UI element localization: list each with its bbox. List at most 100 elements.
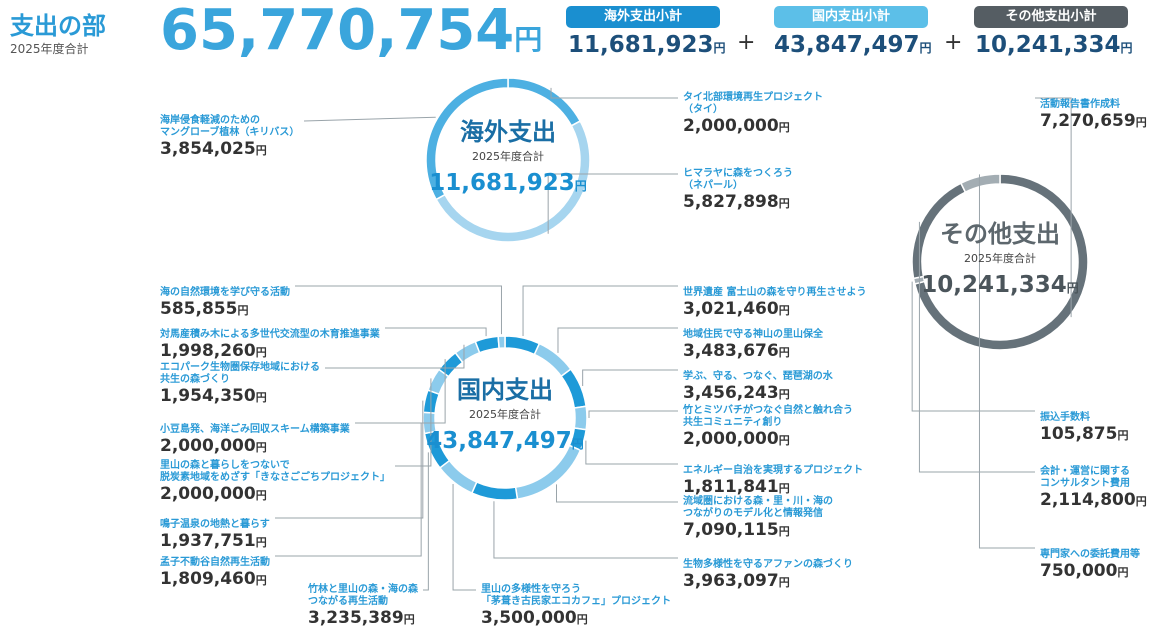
donut-subtitle: 2025年度合計 <box>472 150 544 163</box>
segment-label: 地域住民で守る神山の里山保全 3,483,676円 <box>683 322 823 363</box>
donut-segment <box>504 335 541 356</box>
donut-total: 11,681,923円 <box>429 170 587 196</box>
segment-category: 里山の多様性を守ろう 「茅葺き古民家エコカフェ」プロジェクト <box>481 584 671 607</box>
unit: 円 <box>778 576 790 589</box>
leader-line <box>911 281 1035 412</box>
unit: 円 <box>255 441 267 454</box>
segment-label: 学ぶ、守る、つなぐ、琵琶湖の水 3,456,243円 <box>683 364 833 405</box>
segment-amount: 1,809,460円 <box>160 569 270 591</box>
segment-category: 海の自然環境を学び守る活動 <box>160 287 290 298</box>
leader-line <box>585 440 678 465</box>
grand-total: 65,770,754円 <box>160 0 542 63</box>
segment-category: 里山の森と暮らしをつないで 脱炭素地域をめざす「きなさごごちプロジェクト」 <box>160 460 390 483</box>
unit: 円 <box>1120 41 1133 55</box>
segment-category: 対馬産積み木による多世代交流型の木育推進事業 <box>160 329 380 340</box>
unit: 円 <box>237 304 249 317</box>
segment-category: 専門家への委託費用等 <box>1040 549 1140 560</box>
unit: 円 <box>255 144 267 157</box>
segment-category: 生物多様性を守るアファンの森づくり <box>683 559 853 570</box>
donut-subtitle: 2025年度合計 <box>469 408 541 421</box>
unit: 円 <box>778 434 790 447</box>
segment-category: 流域圏における森・里・川・海の つながりのモデル化と情報発信 <box>683 496 833 519</box>
donut-total-value: 43,847,497 <box>426 428 572 454</box>
segment-value: 2,000,000 <box>160 484 256 504</box>
segment-label: 活動報告書作成料 7,270,659円 <box>1040 92 1147 133</box>
subtotal-amount: 10,241,334 <box>975 32 1121 58</box>
segment-amount: 1,811,841円 <box>683 477 863 499</box>
segment-category: 小豆島発、海洋ごみ回収スキーム構築事業 <box>160 424 350 435</box>
leader-line <box>355 359 446 424</box>
leader-line <box>918 221 1035 473</box>
segment-label: 専門家への委託費用等 750,000円 <box>1040 542 1140 583</box>
unit: 円 <box>255 346 267 359</box>
donut-title: 海外支出 <box>460 118 556 146</box>
segment-category: 地域住民で守る神山の里山保全 <box>683 329 823 340</box>
segment-value: 3,963,097 <box>683 571 779 591</box>
segment-category: エコパーク生物圏保存地域における 共生の森づくり <box>160 362 320 385</box>
donut-segment <box>425 77 509 201</box>
segment-amount: 1,954,350円 <box>160 386 320 408</box>
grand-total-value: 65,770,754 <box>160 0 515 63</box>
segment-value: 5,827,898 <box>683 192 779 212</box>
segment-category: 竹林と里山の森・海の森 つながる再生活動 <box>308 584 418 607</box>
segment-label: 里山の多様性を守ろう 「茅葺き古民家エコカフェ」プロジェクト 3,500,000円 <box>481 584 671 630</box>
segment-amount: 3,483,676円 <box>683 341 823 363</box>
donut-segment <box>474 335 500 354</box>
segment-category: エネルギー自治を実現するプロジェクト <box>683 465 863 476</box>
leader-line <box>452 484 476 591</box>
unit: 円 <box>1066 281 1079 295</box>
leader-line <box>547 173 678 234</box>
segment-value: 2,000,000 <box>160 436 256 456</box>
segment-label: 里山の森と暮らしをつないで 脱炭素地域をめざす「きなさごごちプロジェクト」 2,0… <box>160 460 390 506</box>
segment-category: 学ぶ、守る、つなぐ、琵琶湖の水 <box>683 371 833 382</box>
leader-line <box>423 452 429 591</box>
donut-total: 43,847,497円 <box>426 428 584 454</box>
segment-category: 竹とミツバチがつなぐ自然と触れ合う 共生コミュニティ創り <box>683 405 853 428</box>
segment-amount: 2,000,000円 <box>683 116 823 138</box>
subtotal-value: 10,241,334円 <box>975 32 1133 58</box>
subtotal-label: 国内支出小計 <box>774 6 928 28</box>
unit: 円 <box>778 121 790 134</box>
subtotal-label: その他支出小計 <box>974 6 1128 28</box>
segment-label: エネルギー自治を実現するプロジェクト 1,811,841円 <box>683 458 863 499</box>
leader-line <box>303 116 436 122</box>
leader-line <box>1035 97 1072 318</box>
donut-segment <box>497 335 506 350</box>
leader-line <box>557 327 678 353</box>
segment-category: 鳴子温泉の地熱と暮らす <box>160 519 270 530</box>
leader-line <box>325 344 465 369</box>
leader-line <box>550 87 678 99</box>
donut-title: 国内支出 <box>457 376 553 404</box>
segment-value: 3,483,676 <box>683 341 779 361</box>
unit: 円 <box>255 536 267 549</box>
segment-label: 小豆島発、海洋ごみ回収スキーム構築事業 2,000,000円 <box>160 417 350 458</box>
leader-line <box>522 285 678 336</box>
unit: 円 <box>778 197 790 210</box>
leader-line <box>395 378 432 467</box>
donut-total: 10,241,334円 <box>921 272 1079 298</box>
unit: 円 <box>1117 429 1129 442</box>
segment-value: 585,855 <box>160 299 238 319</box>
segment-amount: 2,000,000円 <box>160 484 390 506</box>
unit: 円 <box>403 613 415 626</box>
unit: 円 <box>778 304 790 317</box>
subtotal-amount: 11,681,923 <box>568 32 714 58</box>
segment-value: 1,811,841 <box>683 477 779 497</box>
unit: 円 <box>1135 495 1147 508</box>
subtotal-value: 11,681,923円 <box>568 32 726 58</box>
segment-category: 孟子不動谷自然再生活動 <box>160 557 270 568</box>
leader-line <box>385 327 487 337</box>
donut-segment <box>470 481 519 501</box>
segment-value: 1,998,260 <box>160 341 256 361</box>
donut-total-value: 10,241,334 <box>921 272 1067 298</box>
segment-value: 2,000,000 <box>683 116 779 136</box>
unit: 円 <box>919 41 932 55</box>
page-subtitle: 2025年度合計 <box>10 42 89 56</box>
segment-value: 3,235,389 <box>308 608 404 628</box>
segment-category: ヒマラヤに森をつくろう （ネパール） <box>683 168 793 191</box>
unit: 円 <box>713 41 726 55</box>
segment-amount: 2,000,000円 <box>683 429 853 451</box>
segment-amount: 2,000,000円 <box>160 436 350 458</box>
segment-value: 3,854,025 <box>160 139 256 159</box>
